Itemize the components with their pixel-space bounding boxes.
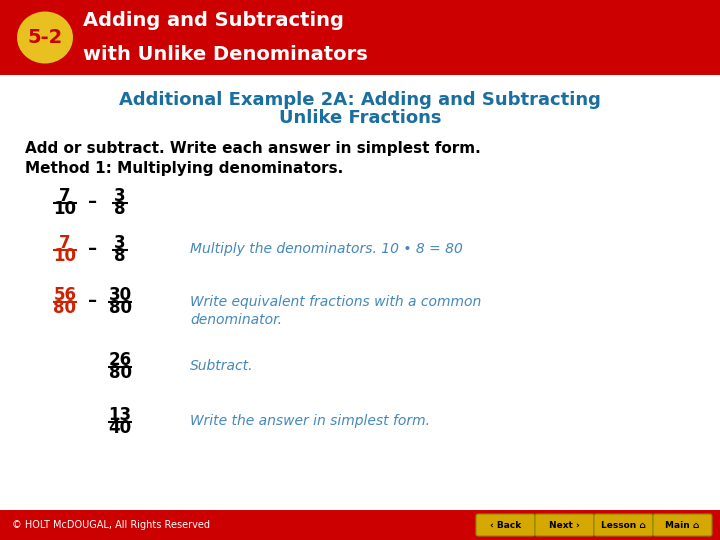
Text: Multiply the denominators. 10 • 8 = 80: Multiply the denominators. 10 • 8 = 80 — [190, 242, 463, 256]
Text: with Unlike Denominators: with Unlike Denominators — [83, 44, 368, 64]
Text: 56: 56 — [53, 286, 76, 304]
Text: 7: 7 — [59, 187, 71, 205]
Text: Add or subtract. Write each answer in simplest form.: Add or subtract. Write each answer in si… — [25, 140, 481, 156]
FancyBboxPatch shape — [535, 514, 594, 536]
Text: 7: 7 — [59, 234, 71, 252]
Text: 80: 80 — [109, 299, 132, 317]
Ellipse shape — [17, 11, 73, 64]
Text: Method 1: Multiplying denominators.: Method 1: Multiplying denominators. — [25, 160, 343, 176]
Text: Next ›: Next › — [549, 521, 580, 530]
Text: 8: 8 — [114, 247, 126, 265]
Text: Unlike Fractions: Unlike Fractions — [279, 109, 441, 127]
FancyBboxPatch shape — [476, 514, 535, 536]
Text: 40: 40 — [109, 419, 132, 437]
Text: Main ⌂: Main ⌂ — [665, 521, 700, 530]
Text: 80: 80 — [109, 364, 132, 382]
Text: 8: 8 — [114, 200, 126, 218]
Text: 80: 80 — [53, 299, 76, 317]
Text: 10: 10 — [53, 247, 76, 265]
Text: 30: 30 — [109, 286, 132, 304]
Text: Additional Example 2A: Adding and Subtracting: Additional Example 2A: Adding and Subtra… — [119, 91, 601, 109]
Text: 10: 10 — [53, 200, 76, 218]
Text: Write the answer in simplest form.: Write the answer in simplest form. — [190, 414, 430, 428]
Text: 3: 3 — [114, 234, 126, 252]
Text: 5-2: 5-2 — [27, 28, 63, 47]
Text: –: – — [89, 292, 98, 310]
FancyBboxPatch shape — [653, 514, 712, 536]
Text: Subtract.: Subtract. — [190, 359, 253, 373]
Text: –: – — [89, 240, 98, 258]
Text: Lesson ⌂: Lesson ⌂ — [601, 521, 646, 530]
Bar — [0, 510, 720, 540]
Text: ‹ Back: ‹ Back — [490, 521, 521, 530]
Text: –: – — [89, 193, 98, 211]
Text: Write equivalent fractions with a common
denominator.: Write equivalent fractions with a common… — [190, 295, 481, 327]
Text: Adding and Subtracting: Adding and Subtracting — [83, 11, 344, 30]
Text: 3: 3 — [114, 187, 126, 205]
FancyBboxPatch shape — [594, 514, 653, 536]
Text: 13: 13 — [109, 406, 132, 424]
Bar — [0, 0, 720, 75]
Text: © HOLT McDOUGAL, All Rights Reserved: © HOLT McDOUGAL, All Rights Reserved — [12, 520, 210, 530]
Text: 26: 26 — [109, 351, 132, 369]
